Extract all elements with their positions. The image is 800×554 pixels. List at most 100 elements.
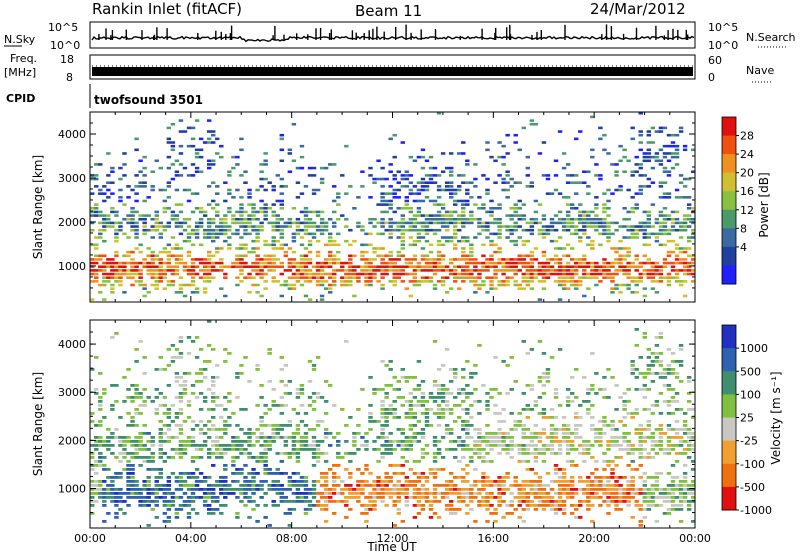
heatmap-cell bbox=[626, 283, 631, 287]
heatmap-cell bbox=[134, 396, 139, 399]
heatmap-cell bbox=[569, 221, 575, 225]
heatmap-cell bbox=[666, 388, 672, 391]
heatmap-cell bbox=[618, 291, 623, 294]
heatmap-cell bbox=[453, 199, 458, 203]
heatmap-cell bbox=[271, 258, 276, 261]
heatmap-cell bbox=[223, 448, 228, 451]
heatmap-cell bbox=[372, 500, 377, 503]
heatmap-cell bbox=[610, 291, 615, 294]
heatmap-cell bbox=[150, 236, 155, 239]
heatmap-cell bbox=[174, 480, 180, 483]
heatmap-cell bbox=[565, 444, 571, 447]
heatmap-cell bbox=[654, 452, 660, 455]
heatmap-cell bbox=[448, 170, 454, 174]
heatmap-cell bbox=[440, 214, 446, 217]
heatmap-cell bbox=[340, 480, 345, 483]
heatmap-cell bbox=[424, 214, 430, 217]
heatmap-cell bbox=[517, 492, 522, 495]
heatmap-cell bbox=[118, 188, 123, 192]
heatmap-cell bbox=[497, 225, 502, 228]
heatmap-cell bbox=[634, 192, 639, 195]
heatmap-cell bbox=[336, 192, 341, 195]
heatmap-cell bbox=[408, 174, 414, 177]
heatmap-cell bbox=[122, 269, 127, 272]
heatmap-cell bbox=[493, 261, 498, 265]
heatmap-cell bbox=[638, 428, 643, 431]
heatmap-cell bbox=[158, 166, 163, 170]
heatmap-cell bbox=[178, 352, 184, 355]
heatmap-cell bbox=[690, 232, 696, 236]
heatmap-cell bbox=[505, 258, 510, 261]
heatmap-cell bbox=[529, 185, 535, 188]
heatmap-cell bbox=[525, 500, 531, 503]
heatmap-cell bbox=[126, 464, 131, 467]
heatmap-cell bbox=[481, 504, 486, 507]
heatmap-cell bbox=[618, 247, 623, 250]
heatmap-cell bbox=[94, 484, 99, 487]
heatmap-cell bbox=[376, 280, 381, 283]
heatmap-cell bbox=[670, 152, 676, 155]
heatmap-cell bbox=[388, 444, 393, 447]
heatmap-cell bbox=[146, 272, 151, 276]
heatmap-cell bbox=[432, 456, 438, 459]
heatmap-cell bbox=[202, 476, 208, 479]
heatmap-cell bbox=[235, 424, 240, 427]
heatmap-cell bbox=[461, 388, 466, 391]
heatmap-cell bbox=[239, 137, 244, 141]
heatmap-cell bbox=[622, 283, 627, 287]
heatmap-cell bbox=[686, 214, 692, 217]
heatmap-cell bbox=[194, 380, 200, 383]
heatmap-cell bbox=[662, 500, 668, 503]
heatmap-cell bbox=[420, 432, 426, 435]
heatmap-cell bbox=[138, 185, 143, 188]
heatmap-cell bbox=[513, 181, 518, 184]
heatmap-cell bbox=[440, 412, 446, 415]
heatmap-cell bbox=[396, 440, 401, 443]
heatmap-cell bbox=[574, 228, 579, 232]
heatmap-cell bbox=[94, 500, 99, 503]
heatmap-cell bbox=[118, 488, 123, 491]
heatmap-cell bbox=[206, 388, 212, 391]
heatmap-cell bbox=[239, 372, 244, 375]
heatmap-cell bbox=[654, 352, 660, 355]
heatmap-cell bbox=[650, 232, 656, 236]
heatmap-cell bbox=[166, 504, 172, 507]
heatmap-cell bbox=[130, 188, 135, 192]
heatmap-cell bbox=[275, 258, 280, 261]
heatmap-cell bbox=[457, 444, 462, 447]
heatmap-cell bbox=[529, 181, 535, 184]
heatmap-cell bbox=[473, 364, 478, 367]
heatmap-cell bbox=[574, 181, 579, 184]
heatmap-cell bbox=[336, 269, 341, 272]
heatmap-cell bbox=[158, 225, 163, 228]
colorbar-frame bbox=[721, 116, 737, 285]
heatmap-cell bbox=[352, 207, 357, 210]
heatmap-cell bbox=[448, 239, 454, 243]
heatmap-cell bbox=[444, 504, 450, 507]
heatmap-cell bbox=[485, 404, 490, 407]
heatmap-cell bbox=[666, 152, 672, 155]
heatmap-cell bbox=[166, 283, 172, 287]
heatmap-cell bbox=[622, 404, 627, 407]
heatmap-cell bbox=[223, 232, 228, 236]
heatmap-cell bbox=[602, 488, 607, 491]
heatmap-cell bbox=[614, 174, 619, 177]
heatmap-cell bbox=[198, 137, 204, 141]
heatmap-cell bbox=[594, 261, 599, 265]
heatmap-cell bbox=[206, 360, 212, 363]
heatmap-cell bbox=[557, 276, 563, 279]
heatmap-cell bbox=[90, 221, 95, 225]
heatmap-cell bbox=[686, 392, 692, 395]
heatmap-cell bbox=[130, 456, 135, 459]
heatmap-cell bbox=[501, 225, 506, 228]
heatmap-cell bbox=[215, 152, 220, 155]
heatmap-cell bbox=[190, 444, 196, 447]
heatmap-cell bbox=[416, 492, 422, 495]
heatmap-cell bbox=[162, 484, 168, 487]
heatmap-cell bbox=[118, 196, 123, 199]
heatmap-cell bbox=[517, 424, 522, 427]
heatmap-cell bbox=[634, 388, 639, 391]
heatmap-cell bbox=[396, 221, 401, 225]
heatmap-cell bbox=[384, 416, 389, 419]
heatmap-cell bbox=[549, 452, 555, 455]
